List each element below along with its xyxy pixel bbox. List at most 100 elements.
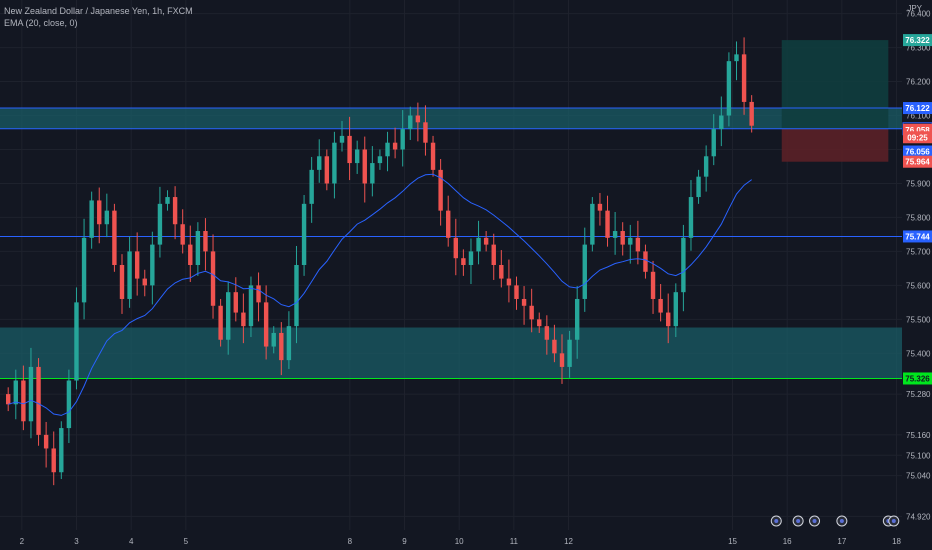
candle-body[interactable] (650, 271, 656, 299)
price-tag[interactable] (903, 230, 932, 243)
candle-body[interactable] (271, 332, 276, 347)
candle-body[interactable] (157, 203, 163, 245)
price-tag[interactable] (903, 145, 932, 158)
candle-body[interactable] (688, 197, 694, 238)
candle-body[interactable] (119, 265, 125, 299)
ema-indicator-label[interactable]: EMA (20, close, 0) (4, 18, 78, 28)
candle-body[interactable] (703, 156, 709, 177)
candle-body[interactable] (248, 285, 254, 327)
candle-body[interactable] (134, 251, 140, 279)
symbol-title[interactable]: New Zealand Dollar / Japanese Yen, 1h, F… (4, 6, 193, 16)
candle-body[interactable] (59, 428, 64, 473)
candle-body[interactable] (150, 244, 155, 286)
candle-body[interactable] (301, 203, 307, 265)
candle-body[interactable] (552, 339, 557, 354)
candle-body[interactable] (210, 251, 216, 306)
candle-body[interactable] (81, 237, 87, 303)
candle-body[interactable] (521, 298, 527, 306)
candle-body[interactable] (483, 237, 489, 245)
candle-body[interactable] (582, 244, 587, 299)
candle-body[interactable] (309, 169, 314, 204)
candle-body[interactable] (203, 231, 208, 252)
candle-body[interactable] (112, 210, 117, 265)
candle-body[interactable] (195, 231, 201, 265)
candle-body[interactable] (681, 237, 686, 293)
candle-body[interactable] (51, 448, 56, 473)
candle-body[interactable] (89, 200, 94, 238)
candle-body[interactable] (635, 237, 641, 252)
candle-body[interactable] (711, 129, 716, 157)
candle-body[interactable] (643, 251, 648, 272)
candle-body[interactable] (104, 210, 110, 225)
candle-body[interactable] (165, 197, 170, 204)
candle-body[interactable] (317, 156, 322, 170)
candle-body[interactable] (241, 312, 246, 327)
candle-body[interactable] (142, 278, 147, 286)
candle-body[interactable] (446, 210, 451, 238)
candle-body[interactable] (559, 353, 565, 367)
candle-body[interactable] (468, 251, 474, 265)
take-profit-zone[interactable] (781, 40, 889, 129)
candle-body[interactable] (362, 149, 367, 184)
candle-body[interactable] (514, 285, 519, 299)
price-tag[interactable] (903, 131, 932, 144)
candle-body[interactable] (741, 54, 747, 102)
candle-body[interactable] (590, 203, 595, 245)
price-tag[interactable] (903, 372, 932, 385)
candle-body[interactable] (430, 142, 436, 170)
candle-body[interactable] (347, 135, 352, 164)
candle-body[interactable] (188, 244, 193, 265)
candle-body[interactable] (28, 366, 34, 422)
candle-body[interactable] (597, 203, 603, 211)
candle-body[interactable] (43, 434, 49, 449)
candle-body[interactable] (415, 115, 421, 123)
candle-body[interactable] (719, 115, 724, 130)
candle-body[interactable] (127, 251, 132, 299)
candle-body[interactable] (529, 305, 534, 320)
candle-body[interactable] (21, 380, 26, 422)
candle-body[interactable] (567, 339, 572, 367)
price-tag[interactable] (903, 34, 932, 47)
candle-body[interactable] (628, 237, 633, 245)
candle-body[interactable] (696, 176, 701, 198)
candle-body[interactable] (537, 319, 542, 327)
candle-body[interactable] (476, 237, 481, 252)
candle-body[interactable] (612, 231, 618, 238)
candle-body[interactable] (506, 278, 512, 286)
candle-body[interactable] (574, 298, 580, 340)
candle-body[interactable] (13, 380, 18, 405)
candle-body[interactable] (36, 366, 41, 435)
candle-body[interactable] (286, 326, 292, 361)
candle-body[interactable] (256, 285, 261, 303)
candle-body[interactable] (226, 292, 231, 340)
candle-body[interactable] (726, 61, 732, 116)
candle-body[interactable] (279, 332, 284, 361)
candle-body[interactable] (324, 156, 330, 184)
candle-body[interactable] (339, 135, 345, 143)
candle-body[interactable] (180, 224, 185, 245)
candle-body[interactable] (461, 258, 466, 265)
candle-body[interactable] (294, 265, 299, 327)
candle-body[interactable] (491, 244, 496, 265)
candle-body[interactable] (408, 115, 413, 130)
candle-body[interactable] (499, 265, 504, 279)
candle-body[interactable] (400, 129, 405, 150)
candle-body[interactable] (66, 380, 72, 429)
price-tag[interactable] (903, 102, 932, 115)
candle-body[interactable] (172, 197, 178, 225)
candle-body[interactable] (385, 142, 390, 157)
candle-body[interactable] (658, 298, 663, 313)
candle-body[interactable] (392, 142, 398, 150)
candle-body[interactable] (453, 237, 458, 259)
candle-body[interactable] (233, 292, 238, 313)
candle-body[interactable] (673, 292, 679, 327)
candle-body[interactable] (605, 210, 610, 238)
candle-body[interactable] (438, 169, 443, 211)
candle-body[interactable] (620, 231, 625, 245)
price-tag[interactable] (903, 155, 932, 168)
candle-body[interactable] (749, 101, 754, 126)
stop-loss-zone[interactable] (781, 128, 889, 162)
candle-body[interactable] (666, 312, 671, 327)
price-tag[interactable] (903, 123, 932, 136)
